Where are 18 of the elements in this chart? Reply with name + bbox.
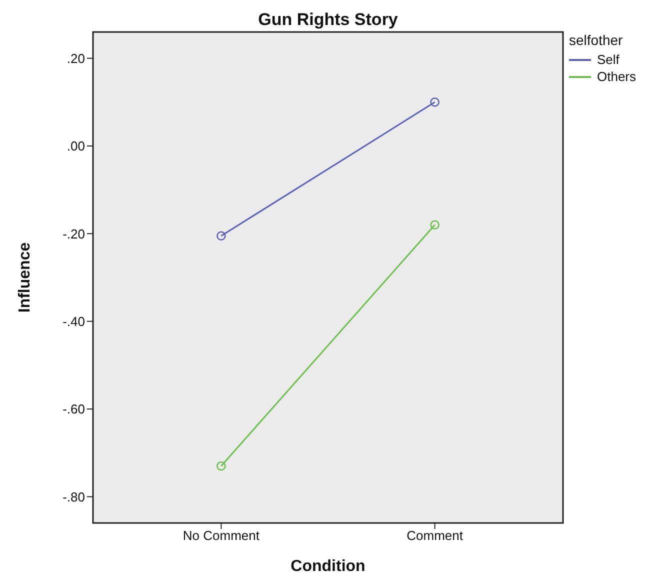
point — [430, 220, 440, 230]
point — [216, 461, 226, 471]
y-axis-title: Influence — [16, 242, 34, 313]
point — [216, 231, 226, 241]
x-tick-label: Comment — [406, 528, 464, 544]
y-tick-label: .00 — [66, 138, 85, 154]
y-tick-label: .20 — [66, 50, 85, 66]
y-tick-label: -.80 — [62, 489, 85, 504]
x-axis-title: Condition — [290, 558, 366, 575]
legend-label: Others — [596, 69, 636, 84]
y-tick-label: -.40 — [62, 314, 85, 329]
y-tick-label: -.20 — [62, 226, 85, 242]
point — [430, 97, 440, 107]
x-tick-label: No Comment — [182, 528, 260, 544]
y-tick-label: -.60 — [62, 402, 85, 417]
legend-title: selfother — [569, 32, 624, 48]
chart-title: Gun Rights Story — [257, 10, 399, 30]
legend-label: Self — [596, 52, 620, 67]
